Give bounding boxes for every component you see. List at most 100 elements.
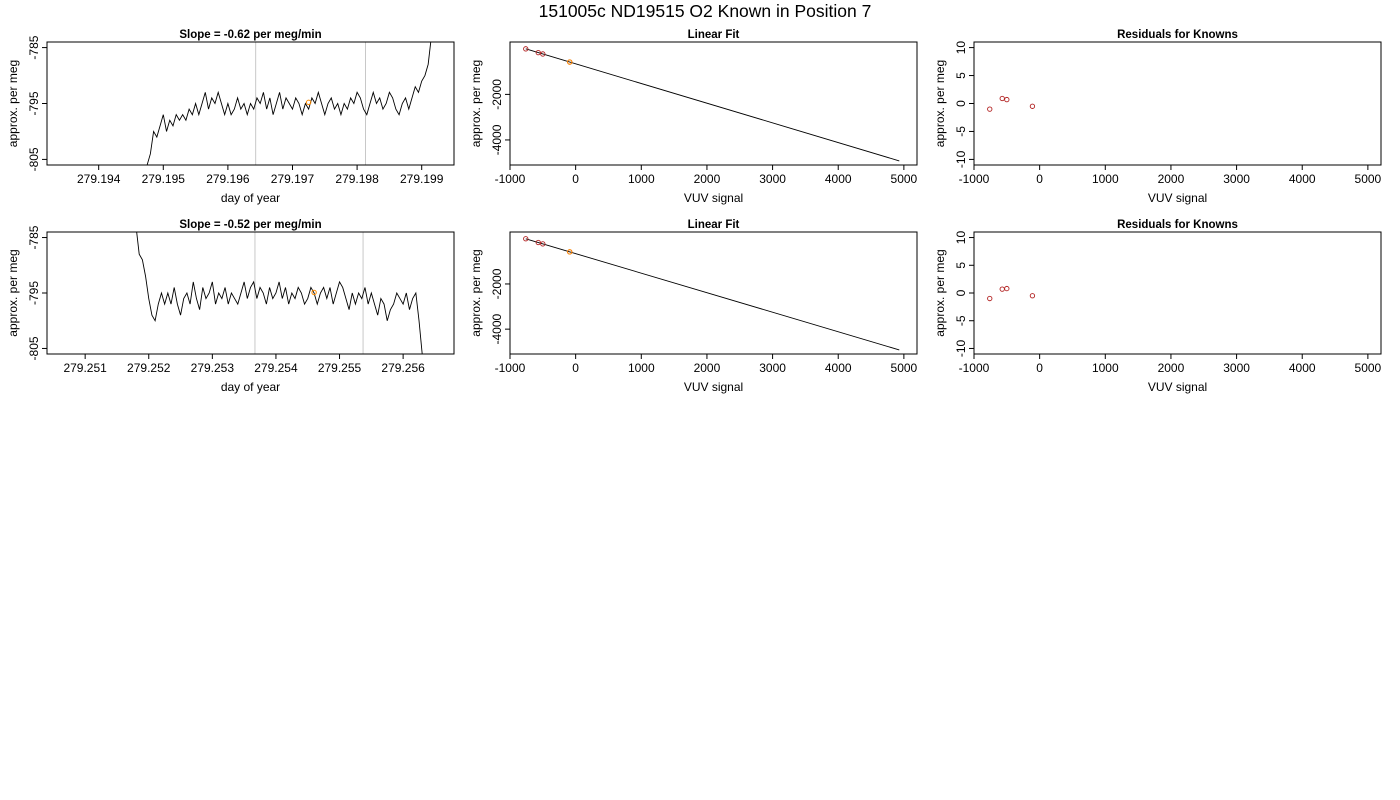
- known-point: [1004, 96, 1010, 103]
- x-tick-label: -1000: [495, 361, 526, 375]
- known-point: [535, 49, 541, 56]
- y-tick-label: 0: [954, 100, 968, 107]
- x-tick-label: -1000: [959, 361, 990, 375]
- panel-row2-residuals: Residuals for Knowns -1000 0 1000 2000 3000 40…: [933, 219, 1382, 394]
- x-tick-label: 4000: [825, 172, 852, 186]
- known-point: [1004, 285, 1010, 292]
- panel-row2-timeseries: Slope = -0.52 per meg/min 279.251 279.252 2…: [6, 219, 455, 394]
- x-axis-label: day of year: [221, 380, 280, 394]
- y-tick-label: -805: [27, 147, 41, 171]
- fit-line: [525, 48, 900, 162]
- panel-title: Residuals for Knowns: [1117, 219, 1238, 231]
- x-tick-label: 279.197: [271, 172, 315, 186]
- y-tick-label: 5: [954, 72, 968, 79]
- x-tick-label: 3000: [759, 172, 786, 186]
- known-point: [540, 241, 546, 247]
- plot-area: [523, 46, 900, 162]
- plot-frame: [509, 231, 918, 355]
- known-point: [987, 106, 993, 112]
- x-tick-label: 0: [572, 361, 579, 375]
- x-tick-label: 5000: [891, 172, 918, 186]
- plot-area: [146, 42, 432, 165]
- panel-row1-residuals: Residuals for Knowns -1000 0 1000 2000 3000 40…: [933, 29, 1382, 205]
- x-tick-label: 2000: [1158, 361, 1185, 375]
- x-tick-label: 279.256: [381, 361, 425, 375]
- x-tick-label: 4000: [1289, 361, 1316, 375]
- y-axis-label: approx. per meg: [933, 60, 947, 147]
- x-axis-label: day of year: [221, 191, 280, 205]
- x-tick-label: 279.196: [206, 172, 250, 186]
- x-tick-label: 4000: [825, 361, 852, 375]
- y-tick-label: -2000: [490, 268, 504, 299]
- sample-point: [311, 289, 317, 296]
- sample-point: [305, 99, 312, 106]
- x-axis-label: VUV signal: [1148, 380, 1207, 394]
- x-tick-label: -1000: [495, 172, 526, 186]
- x-tick-label: 279.194: [77, 172, 121, 186]
- y-tick-label: -785: [27, 35, 41, 59]
- y-tick-label: -5: [954, 126, 968, 137]
- known-point: [540, 51, 546, 57]
- known-point: [987, 295, 993, 302]
- x-tick-label: 279.198: [335, 172, 379, 186]
- x-tick-label: 1000: [628, 361, 655, 375]
- panel-row1-timeseries: Slope = -0.62 per meg/min 279.194 279.195 2…: [6, 29, 455, 205]
- x-axis-label: VUV signal: [1148, 191, 1207, 205]
- plot-area: [136, 232, 423, 354]
- x-tick-label: 279.252: [127, 361, 171, 375]
- y-tick-label: -2000: [490, 79, 504, 110]
- y-axis-label: approx. per meg: [6, 60, 20, 147]
- y-tick-label: -4000: [490, 124, 504, 155]
- x-tick-label: 1000: [1092, 361, 1119, 375]
- y-tick-label: -5: [954, 315, 968, 326]
- panel-title: Linear Fit: [688, 219, 740, 231]
- panels-container: Slope = -0.62 per meg/min 279.194 279.195 2…: [6, 29, 1382, 394]
- x-tick-label: 2000: [694, 172, 721, 186]
- x-tick-label: 3000: [1223, 361, 1250, 375]
- figure-title: 151005c ND19515 O2 Known in Position 7: [539, 1, 872, 21]
- x-tick-label: 0: [1036, 172, 1043, 186]
- x-tick-label: 5000: [891, 361, 918, 375]
- plot-area: [987, 285, 1036, 302]
- x-axis-label: VUV signal: [684, 380, 743, 394]
- y-tick-label: -10: [954, 339, 968, 357]
- plot-area: [987, 95, 1036, 112]
- y-tick-label: 5: [954, 262, 968, 269]
- x-tick-label: 2000: [694, 361, 721, 375]
- known-point: [1029, 103, 1036, 109]
- y-tick-label: -785: [27, 225, 41, 249]
- y-axis-label: approx. per meg: [933, 249, 947, 336]
- y-tick-label: 0: [954, 289, 968, 296]
- plot-frame: [509, 41, 918, 166]
- x-tick-label: -1000: [959, 172, 990, 186]
- x-tick-label: 279.251: [63, 361, 107, 375]
- y-tick-label: -10: [954, 150, 968, 168]
- y-tick-label: 10: [954, 231, 968, 245]
- y-tick-label: 10: [954, 41, 968, 55]
- y-axis-label: approx. per meg: [469, 60, 483, 147]
- x-tick-label: 3000: [759, 361, 786, 375]
- known-point: [535, 239, 541, 246]
- x-tick-label: 1000: [628, 172, 655, 186]
- x-tick-label: 279.254: [254, 361, 298, 375]
- known-point: [523, 236, 529, 242]
- x-tick-label: 1000: [1092, 172, 1119, 186]
- y-tick-label: -795: [27, 281, 41, 305]
- x-tick-label: 0: [1036, 361, 1043, 375]
- x-tick-label: 5000: [1355, 361, 1382, 375]
- panel-row1-linear-fit: Linear Fit -1000 0 1000 2000 3000 4000 5000 -400…: [469, 29, 918, 205]
- x-tick-label: 4000: [1289, 172, 1316, 186]
- panel-row2-linear-fit: Linear Fit -1000 0 1000 2000 3000 4000 5000 -400…: [469, 219, 918, 394]
- y-axis-label: approx. per meg: [469, 249, 483, 336]
- x-tick-label: 3000: [1223, 172, 1250, 186]
- x-axis-label: VUV signal: [684, 191, 743, 205]
- x-tick-label: 279.255: [318, 361, 362, 375]
- x-tick-label: 5000: [1355, 172, 1382, 186]
- x-tick-label: 0: [572, 172, 579, 186]
- fit-line: [525, 238, 900, 351]
- sample-point: [567, 59, 573, 65]
- panel-title: Residuals for Knowns: [1117, 29, 1238, 41]
- known-point: [1029, 293, 1036, 299]
- x-tick-label: 279.195: [142, 172, 186, 186]
